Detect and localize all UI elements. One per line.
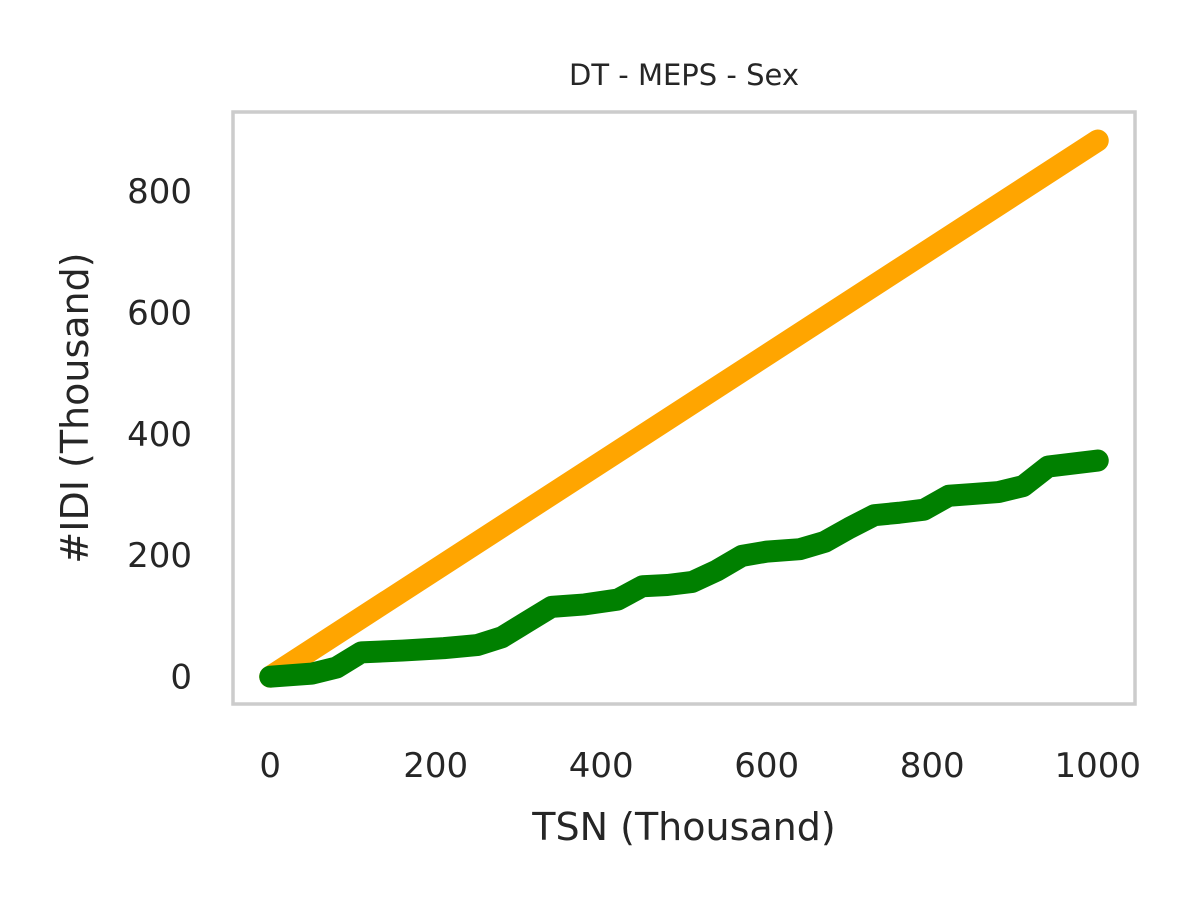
x-axis-label: TSN (Thousand) bbox=[531, 805, 835, 849]
y-tick-label: 400 bbox=[127, 415, 192, 455]
x-tick-label: 800 bbox=[900, 746, 965, 786]
x-tick-label: 1000 bbox=[1054, 746, 1141, 786]
x-tick-label: 600 bbox=[734, 746, 799, 786]
chart-title: DT - MEPS - Sex bbox=[569, 58, 799, 92]
y-tick-label: 800 bbox=[127, 172, 192, 212]
x-axis-ticks: 0 200 400 600 800 1000 bbox=[259, 746, 1141, 786]
series-layer bbox=[259, 129, 1109, 688]
series-line-1 bbox=[259, 129, 1109, 688]
plot-frame bbox=[231, 110, 1137, 706]
x-tick-label: 0 bbox=[259, 746, 281, 786]
y-tick-label: 600 bbox=[127, 293, 192, 333]
x-tick-label: 400 bbox=[569, 746, 634, 786]
y-tick-label: 200 bbox=[127, 536, 192, 576]
y-axis-label: #IDI (Thousand) bbox=[53, 252, 97, 563]
plot-area bbox=[259, 129, 1109, 688]
x-tick-label: 200 bbox=[403, 746, 468, 786]
y-axis-ticks: 0 200 400 600 800 bbox=[127, 172, 192, 698]
y-tick-label: 0 bbox=[170, 658, 192, 698]
series-line-2 bbox=[259, 449, 1109, 688]
